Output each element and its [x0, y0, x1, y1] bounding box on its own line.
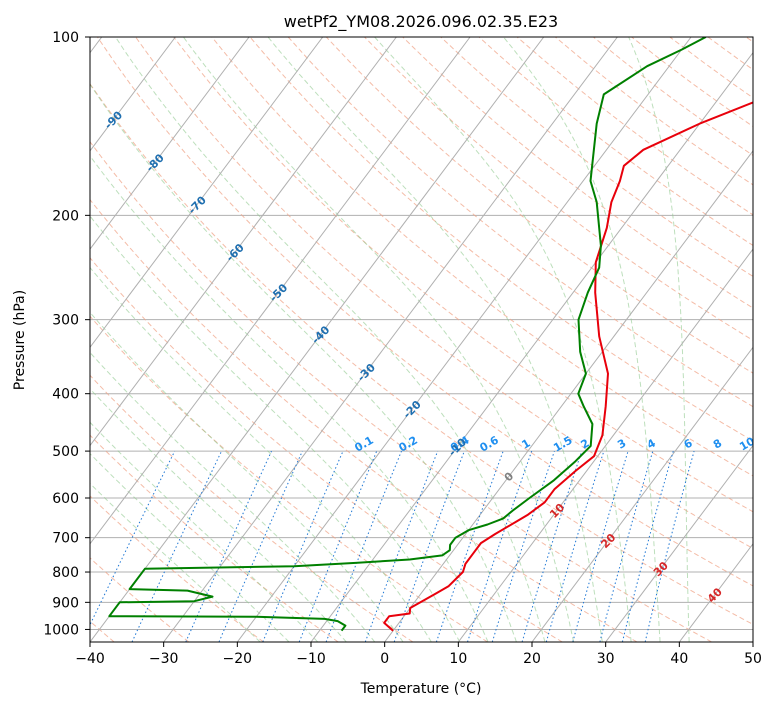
mixing-ratio-line — [467, 450, 533, 642]
dry-adiabat — [211, 37, 753, 477]
y-tick-label: 300 — [52, 313, 79, 329]
moist-adiabat — [90, 155, 489, 642]
mixing-ratio-line — [262, 450, 344, 642]
x-tick-label: −20 — [223, 651, 253, 667]
dry-adiabat — [402, 37, 753, 309]
dry-adiabat — [90, 198, 638, 642]
y-tick-label: 400 — [52, 387, 79, 403]
dry-adiabat — [249, 37, 753, 442]
skewed-isotherm — [90, 37, 324, 349]
mixing-ratio-line — [521, 450, 583, 642]
mixing-ratio-line — [435, 450, 504, 642]
dry-adiabat — [90, 257, 563, 642]
dry-adiabat — [90, 315, 488, 642]
ticks-layer: −40 −30 −20 −10 0 10 20 30 40 50 100 200 300 400 500 60… — [43, 30, 762, 667]
dewpoint-profile-line — [108, 37, 707, 632]
moist-adiabat — [374, 37, 632, 642]
x-tick-label: −10 — [296, 651, 326, 667]
moist-adiabat — [90, 215, 461, 642]
y-tick-label: 1000 — [43, 622, 79, 638]
moist-adiabat — [90, 83, 517, 642]
mixing-ratio-line — [364, 450, 439, 642]
mixing-ratio-line — [599, 450, 654, 642]
skewed-isotherm — [90, 37, 545, 642]
y-tick-label: 600 — [52, 491, 79, 507]
skewed-isotherm — [163, 37, 618, 642]
moist-adiabat — [90, 311, 404, 642]
mixing-ratio-line — [393, 450, 465, 642]
skewed-isotherm — [236, 37, 692, 642]
series-layer — [108, 37, 753, 632]
mixing-ratio-line — [185, 450, 272, 642]
temperature-profile-line — [383, 101, 753, 632]
moist-adiabat — [90, 388, 347, 642]
moist-adiabats-layer — [90, 37, 690, 642]
mixing-ratio-line — [545, 450, 605, 642]
y-tick-label: 800 — [52, 565, 79, 581]
dry-adiabat — [325, 37, 753, 374]
moist-adiabat — [628, 37, 690, 642]
mixing-ratio-line — [325, 450, 402, 642]
skewed-isotherm — [90, 37, 397, 447]
x-tick-label: −40 — [75, 651, 105, 667]
dry-adiabat — [90, 557, 190, 642]
x-tick-label: 20 — [523, 651, 541, 667]
y-tick-label: 200 — [52, 208, 79, 224]
moist-adiabat — [182, 37, 575, 642]
skewed-isotherms-layer — [90, 37, 753, 642]
x-tick-label: 0 — [380, 651, 389, 667]
chart-title: wetPf2_YM08.2026.096.02.35.E23 — [284, 12, 558, 32]
x-axis-label: Temperature (°C) — [360, 681, 482, 697]
dry-adiabat — [90, 495, 264, 642]
dry-adiabat — [173, 37, 753, 513]
moist-adiabat — [503, 37, 661, 642]
dry-adiabat — [96, 37, 753, 587]
y-tick-label: 500 — [52, 444, 79, 460]
moist-adiabat — [267, 37, 603, 642]
y-tick-label: 700 — [52, 531, 79, 547]
moist-adiabat — [90, 421, 319, 642]
skewed-isotherm — [605, 444, 753, 642]
y-tick-label: 900 — [52, 595, 79, 611]
skewed-isotherm — [531, 346, 753, 642]
moist-adiabat — [90, 452, 290, 642]
mixing-ratio-line — [491, 450, 555, 642]
skewed-isotherm — [384, 150, 753, 642]
dry-adiabat — [90, 140, 712, 642]
x-tick-label: 10 — [449, 651, 467, 667]
plot-frame — [89, 36, 754, 643]
mixing-ratio-line — [218, 450, 303, 642]
mixing-ratio-line — [90, 450, 176, 626]
moist-adiabat — [90, 482, 261, 642]
skewed-isotherm — [90, 37, 176, 152]
x-tick-label: 40 — [670, 651, 688, 667]
x-tick-label: 50 — [744, 651, 762, 667]
skewed-isotherm — [90, 37, 250, 250]
dry-adiabat — [90, 434, 339, 642]
y-tick-label: 100 — [52, 30, 79, 46]
dry-adiabat — [90, 83, 753, 625]
mixing-ratio-line — [572, 450, 629, 642]
dry-adiabat — [364, 37, 753, 341]
x-tick-label: 30 — [597, 651, 615, 667]
y-axis-label: Pressure (hPa) — [12, 290, 28, 390]
mixing-ratio-line — [644, 450, 695, 642]
mixing-ratio-layer — [90, 450, 695, 642]
x-tick-label: −30 — [149, 651, 179, 667]
mixing-ratio-line — [621, 450, 674, 642]
moist-adiabat — [115, 37, 546, 642]
skewed-isotherm — [90, 37, 471, 545]
skewed-isotherm — [310, 51, 753, 642]
skewed-isotherm — [457, 248, 753, 642]
mixing-ratio-label: 10 — [737, 434, 757, 453]
grid-layer — [90, 37, 753, 630]
moist-adiabat — [90, 266, 432, 642]
